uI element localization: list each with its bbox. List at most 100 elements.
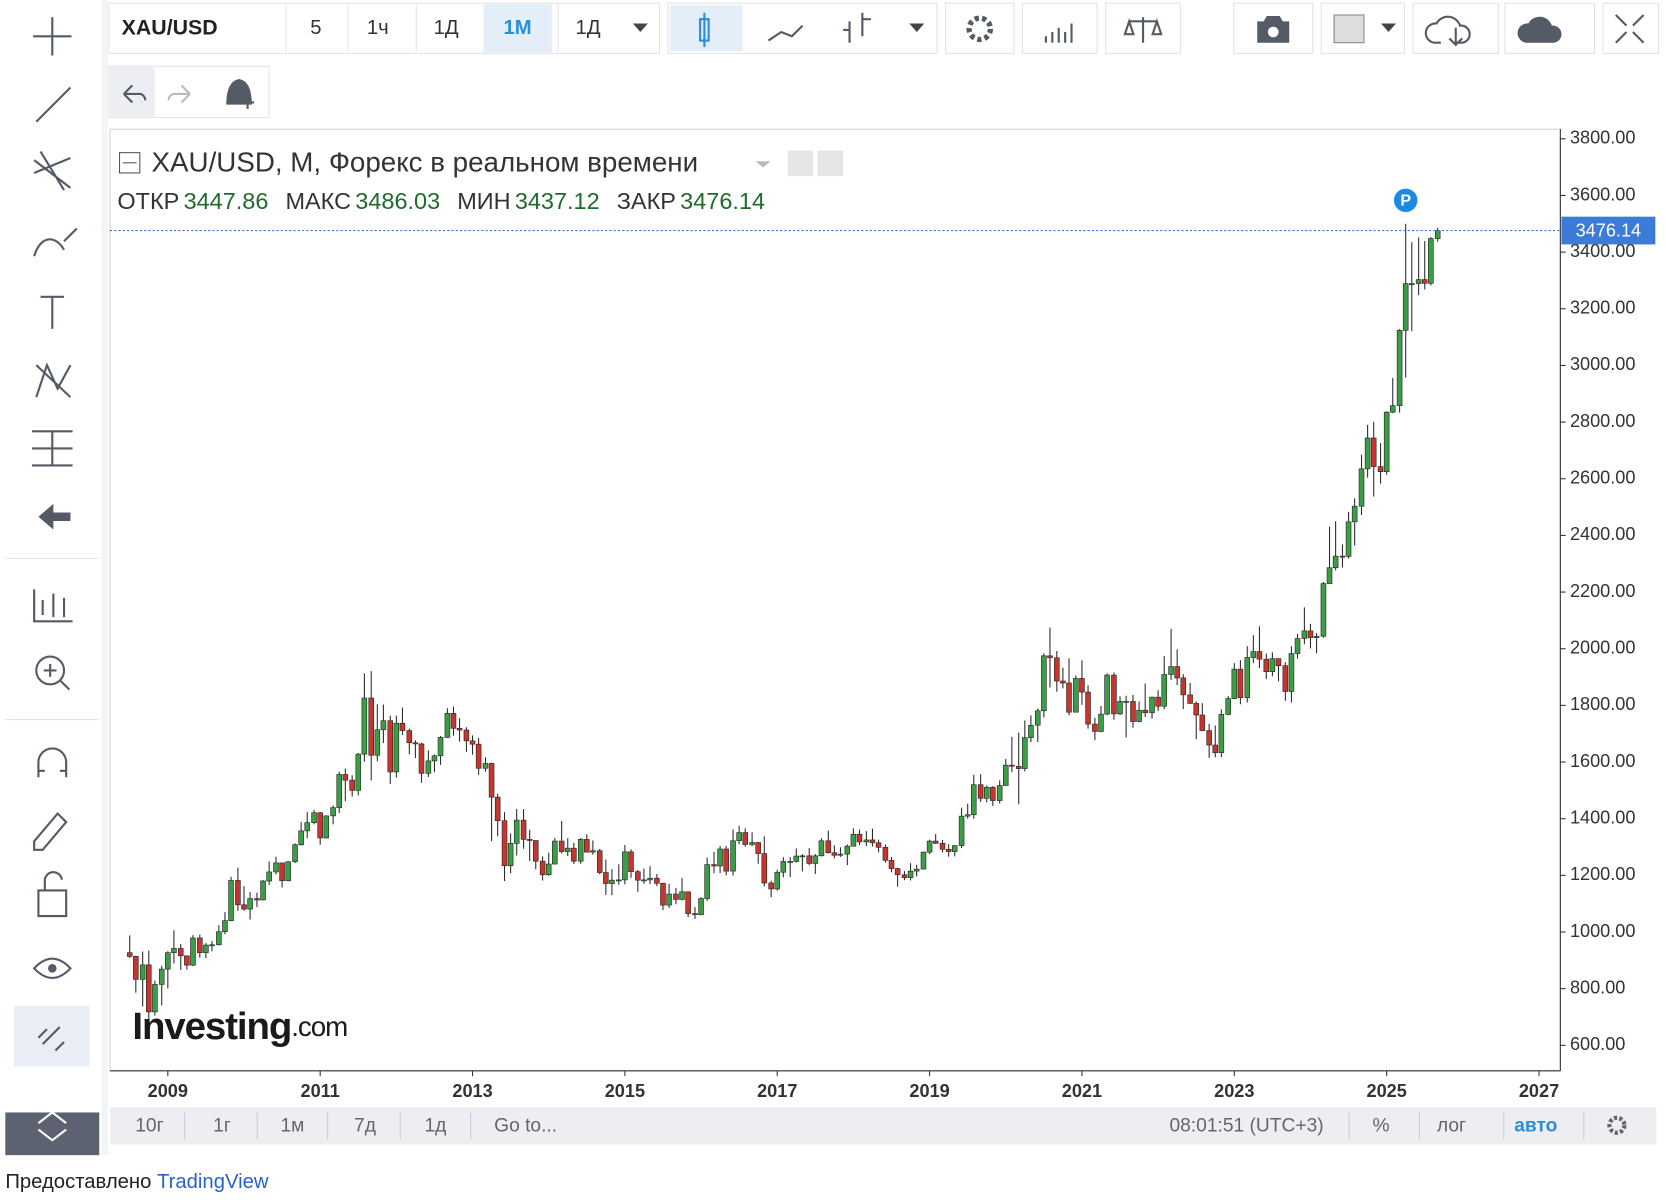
candle-body bbox=[1434, 230, 1441, 239]
range-button[interactable]: 1г bbox=[213, 1115, 231, 1136]
pattern-icon[interactable] bbox=[35, 362, 72, 398]
settings-button[interactable] bbox=[945, 2, 1015, 54]
y-tick-label: 800.00 bbox=[1570, 977, 1625, 997]
candle-body bbox=[780, 861, 787, 873]
candle-body bbox=[1142, 709, 1148, 714]
candle-body bbox=[1155, 696, 1161, 707]
candle-body bbox=[209, 944, 215, 947]
candle-body bbox=[158, 968, 165, 985]
bottom-controls: 10г 1г 1м 7д 1д Go to... 08:01:51 (UTC+3)% лог а… bbox=[135, 1112, 1627, 1140]
dropdown[interactable] bbox=[632, 23, 648, 33]
range-button[interactable]: 7д bbox=[354, 1115, 376, 1136]
candle-body bbox=[298, 830, 304, 846]
interval[interactable]: 1Д bbox=[576, 17, 601, 39]
chart-icon[interactable] bbox=[33, 589, 73, 623]
candle-body bbox=[387, 720, 394, 773]
candle-body bbox=[361, 697, 368, 755]
bars-icon[interactable] bbox=[843, 12, 871, 43]
candle-body bbox=[482, 763, 489, 769]
candle-body bbox=[1193, 703, 1199, 716]
candle-body bbox=[736, 832, 742, 842]
text-icon[interactable] bbox=[40, 295, 65, 329]
candle-body bbox=[1123, 701, 1129, 703]
range-button[interactable]: 1м bbox=[280, 1115, 304, 1136]
candle-body bbox=[641, 879, 647, 882]
candle-body bbox=[1047, 655, 1053, 659]
scale-mode[interactable]: % bbox=[1373, 1115, 1390, 1136]
candle-body bbox=[1301, 630, 1308, 639]
candle-body bbox=[920, 851, 927, 870]
fib-icon[interactable] bbox=[33, 151, 72, 191]
candle-body bbox=[1092, 723, 1098, 732]
back-icon[interactable] bbox=[38, 503, 71, 530]
interval[interactable]: 1Д bbox=[434, 17, 459, 39]
candle-body bbox=[996, 785, 1003, 801]
line-icon[interactable] bbox=[35, 86, 72, 123]
candle-body bbox=[412, 742, 419, 745]
interval[interactable]: 1ч bbox=[367, 17, 389, 39]
candle-body bbox=[1377, 466, 1384, 472]
candle-body bbox=[1339, 555, 1346, 558]
y-tick-label: 1200.00 bbox=[1570, 864, 1636, 884]
candle-body bbox=[660, 882, 666, 906]
collapse-button[interactable] bbox=[5, 1112, 100, 1156]
dropdown[interactable] bbox=[1381, 23, 1396, 33]
candle-body bbox=[146, 964, 152, 1013]
goto-button[interactable]: Go to... bbox=[494, 1115, 557, 1136]
pencil-lock-icon[interactable] bbox=[33, 811, 68, 851]
y-tick-label: 3000.00 bbox=[1570, 354, 1636, 374]
candle-body bbox=[901, 874, 908, 878]
zoom-icon-plus[interactable] bbox=[43, 664, 71, 691]
candle-body bbox=[235, 880, 241, 906]
candle-body bbox=[165, 952, 171, 970]
scale-mode[interactable]: авто bbox=[1514, 1115, 1557, 1136]
alert-icon[interactable] bbox=[226, 79, 252, 105]
line-chart-icon[interactable] bbox=[767, 24, 804, 42]
candle-body bbox=[616, 879, 622, 882]
ohlc-label: МАКС bbox=[285, 188, 351, 214]
redo-icon[interactable] bbox=[167, 84, 191, 104]
candle-body bbox=[1180, 677, 1187, 696]
candle-body bbox=[317, 812, 323, 839]
zoom-icon[interactable] bbox=[35, 655, 66, 686]
interval[interactable]: 5 bbox=[310, 17, 321, 39]
candle-body bbox=[139, 964, 146, 980]
range-button[interactable]: 1д bbox=[425, 1115, 447, 1136]
magnet-icon[interactable] bbox=[37, 747, 68, 778]
candle-body bbox=[679, 891, 685, 900]
lock-icon[interactable] bbox=[37, 871, 68, 918]
range-button[interactable]: 10г bbox=[135, 1115, 163, 1136]
candle-body bbox=[552, 840, 558, 865]
undo-button[interactable] bbox=[109, 67, 155, 117]
candle-body bbox=[698, 898, 704, 916]
x-tick-label: 2021 bbox=[1062, 1081, 1102, 1101]
candle-body bbox=[1326, 567, 1333, 584]
candle-body bbox=[907, 870, 914, 878]
interval[interactable]: 1М bbox=[504, 17, 532, 39]
title-dropdown[interactable] bbox=[755, 161, 771, 168]
settings-button[interactable] bbox=[817, 150, 844, 177]
crosshair-icon[interactable] bbox=[33, 17, 72, 56]
candle-body bbox=[831, 852, 838, 856]
candle-body bbox=[590, 850, 596, 853]
bottom-settings[interactable] bbox=[1607, 1115, 1627, 1135]
brush-icon[interactable] bbox=[33, 227, 78, 257]
footer-link[interactable]: TradingView bbox=[157, 1171, 269, 1193]
candle-body bbox=[444, 712, 451, 738]
watermark-brand: Investing bbox=[132, 1005, 291, 1048]
event-marker[interactable] bbox=[1391, 186, 1420, 215]
candle-body bbox=[1237, 668, 1244, 699]
eye-icon[interactable] bbox=[32, 957, 72, 979]
fullscreen-button[interactable] bbox=[1602, 2, 1660, 54]
scale-mode[interactable]: лог bbox=[1437, 1115, 1466, 1136]
candle-body bbox=[1332, 555, 1339, 569]
candle-body bbox=[1275, 658, 1282, 667]
candle-body bbox=[1149, 696, 1155, 714]
candles-button[interactable] bbox=[670, 5, 743, 52]
dropdown[interactable] bbox=[909, 23, 925, 33]
collapse-legend[interactable] bbox=[119, 152, 141, 174]
candle-body bbox=[635, 871, 641, 881]
measure-icon[interactable] bbox=[32, 430, 73, 467]
symbol[interactable]: XAU/USD bbox=[122, 15, 218, 39]
visibility-button[interactable] bbox=[787, 150, 814, 177]
